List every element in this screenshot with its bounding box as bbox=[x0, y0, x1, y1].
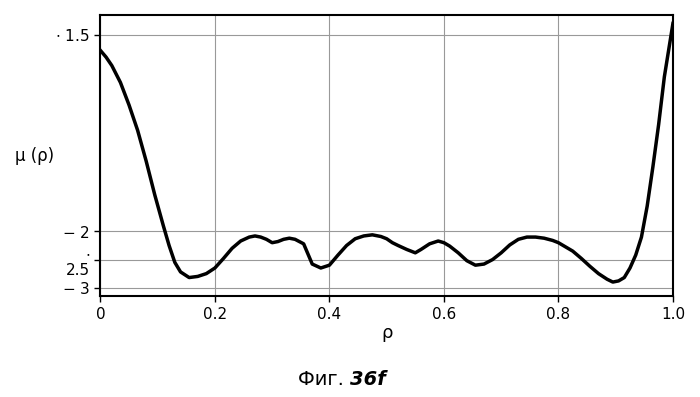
Text: Фиг.: Фиг. bbox=[298, 370, 350, 389]
Y-axis label: μ (ρ): μ (ρ) bbox=[15, 146, 54, 164]
Text: 36f: 36f bbox=[350, 370, 386, 389]
X-axis label: ρ: ρ bbox=[381, 324, 393, 342]
